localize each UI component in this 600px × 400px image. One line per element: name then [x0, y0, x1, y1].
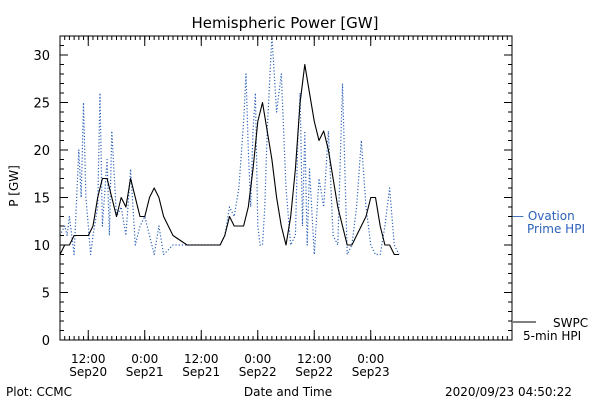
y-tick-label: 0	[42, 334, 50, 349]
legend-swpc-line2: 5-min HPI	[523, 329, 581, 343]
legend-ovation-line2: Prime HPI	[527, 222, 585, 236]
x-tick-label-date: Sep21	[182, 365, 220, 379]
y-axis-label: P [GW]	[7, 165, 21, 207]
x-tick-label-time: 0:00	[357, 352, 384, 366]
x-tick-label-date: Sep22	[295, 365, 333, 379]
legend-swpc-line1: SWPC	[553, 316, 588, 330]
y-tick-label: 30	[33, 49, 50, 64]
chart-title: Hemispheric Power [GW]	[192, 14, 379, 32]
y-tick-label: 15	[33, 192, 50, 207]
y-tick-label: 25	[33, 97, 50, 112]
x-tick-label-time: 12:00	[297, 352, 332, 366]
x-tick-label-date: Sep21	[126, 365, 164, 379]
axis-layer: 05101520253012:00Sep200:00Sep2112:00Sep2…	[33, 35, 513, 379]
y-tick-label: 20	[33, 144, 50, 159]
y-tick-label: 5	[42, 287, 50, 302]
legend: — Ovation Prime HPI SWPC 5-min HPI	[512, 209, 588, 343]
x-tick-label-time: 12:00	[184, 352, 219, 366]
series-layer	[59, 35, 400, 256]
x-tick-label-date: Sep20	[69, 365, 107, 379]
y-tick-label: 10	[33, 239, 50, 254]
x-tick-label-date: Sep23	[352, 365, 390, 379]
series-line-swpc-5-min-hpi	[59, 63, 399, 256]
x-tick-label-time: 12:00	[71, 352, 106, 366]
series-line-ovation-prime-hpi	[59, 35, 400, 256]
x-tick-label-time: 0:00	[244, 352, 271, 366]
x-tick-label-date: Sep22	[239, 365, 277, 379]
x-axis-label: Date and Time	[244, 385, 332, 399]
x-tick-label-time: 0:00	[131, 352, 158, 366]
legend-ovation-line1: — Ovation	[512, 209, 575, 223]
plot-timestamp: 2020/09/23 04:50:22	[445, 385, 572, 399]
plot-credit: Plot: CCMC	[6, 385, 72, 399]
